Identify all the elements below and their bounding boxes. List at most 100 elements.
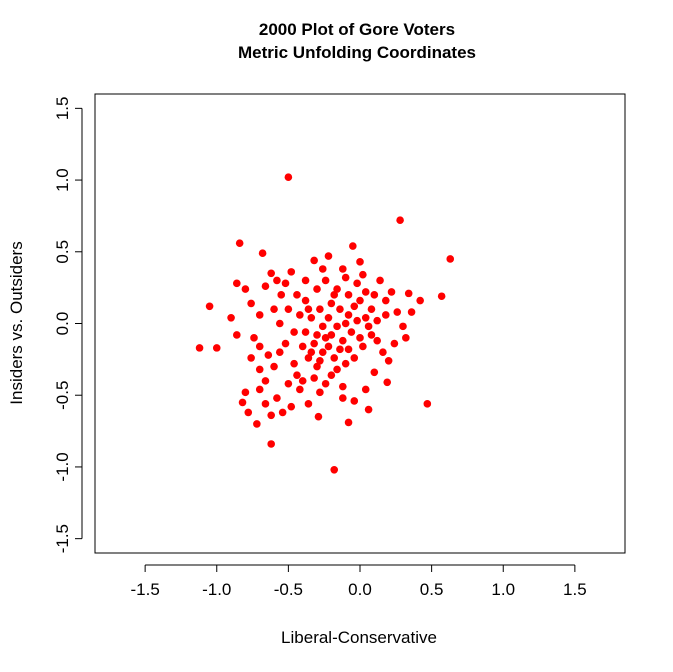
- data-point: [370, 368, 379, 377]
- data-point: [336, 305, 344, 313]
- data-point: [321, 334, 330, 342]
- data-point: [364, 405, 373, 414]
- data-point: [255, 365, 264, 374]
- data-point: [233, 331, 241, 339]
- data-point: [264, 351, 273, 359]
- data-point: [281, 279, 290, 288]
- data-point: [361, 313, 370, 322]
- x-tick-label: 1.0: [491, 580, 515, 599]
- data-point: [304, 400, 313, 408]
- x-axis: -1.5 -1.0 -0.5 0.0 0.5 1.0 1.5: [130, 564, 587, 599]
- data-point: [287, 402, 296, 411]
- data-point: [423, 400, 432, 408]
- data-point: [387, 288, 396, 296]
- data-point: [212, 344, 221, 352]
- data-point: [367, 331, 376, 339]
- data-point: [350, 302, 359, 311]
- y-tick-label: 0.5: [53, 240, 72, 264]
- y-tick-label: 1.5: [53, 97, 72, 121]
- y-tick-label: 1.0: [53, 168, 72, 192]
- chart-subtitle: Metric Unfolding Coordinates: [238, 43, 476, 62]
- data-point: [310, 339, 318, 348]
- data-point: [296, 311, 304, 319]
- data-point: [318, 265, 327, 273]
- data-point: [316, 305, 324, 313]
- data-point: [381, 296, 390, 305]
- data-point: [258, 249, 267, 258]
- data-point: [339, 382, 347, 391]
- data-point: [339, 394, 347, 402]
- data-point: [316, 388, 324, 397]
- x-tick-label: 0.5: [420, 580, 444, 599]
- data-point: [350, 397, 359, 405]
- data-point: [353, 279, 361, 288]
- chart-title: 2000 Plot of Gore Voters: [259, 20, 455, 39]
- data-point: [275, 348, 284, 356]
- data-point: [281, 339, 290, 348]
- data-point: [361, 385, 370, 394]
- data-point: [324, 313, 333, 322]
- data-point: [247, 299, 255, 308]
- data-point: [379, 348, 387, 356]
- data-point: [321, 276, 330, 285]
- data-point: [356, 296, 364, 305]
- data-point: [341, 273, 350, 282]
- data-point: [399, 322, 407, 331]
- data-point: [304, 305, 313, 313]
- data-point: [195, 344, 204, 352]
- data-points: [195, 173, 455, 474]
- data-point: [330, 291, 339, 299]
- data-point: [381, 311, 390, 319]
- data-point: [241, 388, 250, 397]
- data-point: [244, 408, 253, 417]
- x-tick-label: -1.5: [130, 580, 159, 599]
- data-point: [330, 354, 339, 362]
- data-point: [301, 296, 310, 305]
- data-point: [350, 354, 359, 362]
- data-point: [293, 371, 301, 379]
- data-point: [273, 276, 281, 285]
- data-point: [324, 342, 333, 351]
- data-point: [446, 255, 455, 263]
- data-point: [384, 356, 393, 365]
- data-point: [356, 334, 364, 342]
- data-point: [390, 339, 399, 348]
- data-point: [314, 412, 323, 421]
- data-point: [393, 308, 402, 316]
- plot-frame: [94, 93, 626, 554]
- data-point: [330, 466, 339, 474]
- data-point: [327, 299, 336, 308]
- x-tick-label: 0.0: [348, 580, 372, 599]
- data-point: [261, 282, 270, 291]
- data-point: [361, 288, 370, 296]
- x-axis-label: Liberal-Conservative: [281, 628, 437, 647]
- data-point: [310, 256, 318, 265]
- x-tick-label: 1.5: [563, 580, 587, 599]
- data-point: [373, 316, 381, 325]
- data-point: [298, 377, 307, 385]
- data-point: [336, 345, 344, 354]
- data-point: [250, 334, 258, 342]
- data-point: [307, 348, 316, 356]
- data-point: [241, 285, 250, 293]
- data-point: [247, 354, 255, 362]
- data-point: [324, 252, 333, 260]
- data-point: [284, 305, 293, 313]
- data-point: [407, 308, 416, 316]
- data-point: [284, 379, 293, 388]
- x-tick-label: -1.0: [202, 580, 231, 599]
- data-point: [290, 359, 298, 368]
- data-point: [253, 420, 261, 428]
- data-point: [402, 334, 410, 342]
- data-point: [359, 270, 367, 279]
- data-point: [364, 322, 373, 331]
- data-point: [307, 313, 316, 322]
- data-point: [296, 385, 304, 394]
- y-tick-label: 0.0: [53, 312, 72, 336]
- data-point: [267, 440, 275, 448]
- data-point: [267, 269, 275, 278]
- data-point: [301, 276, 310, 285]
- data-point: [293, 291, 301, 299]
- data-point: [298, 342, 307, 351]
- data-point: [255, 385, 264, 394]
